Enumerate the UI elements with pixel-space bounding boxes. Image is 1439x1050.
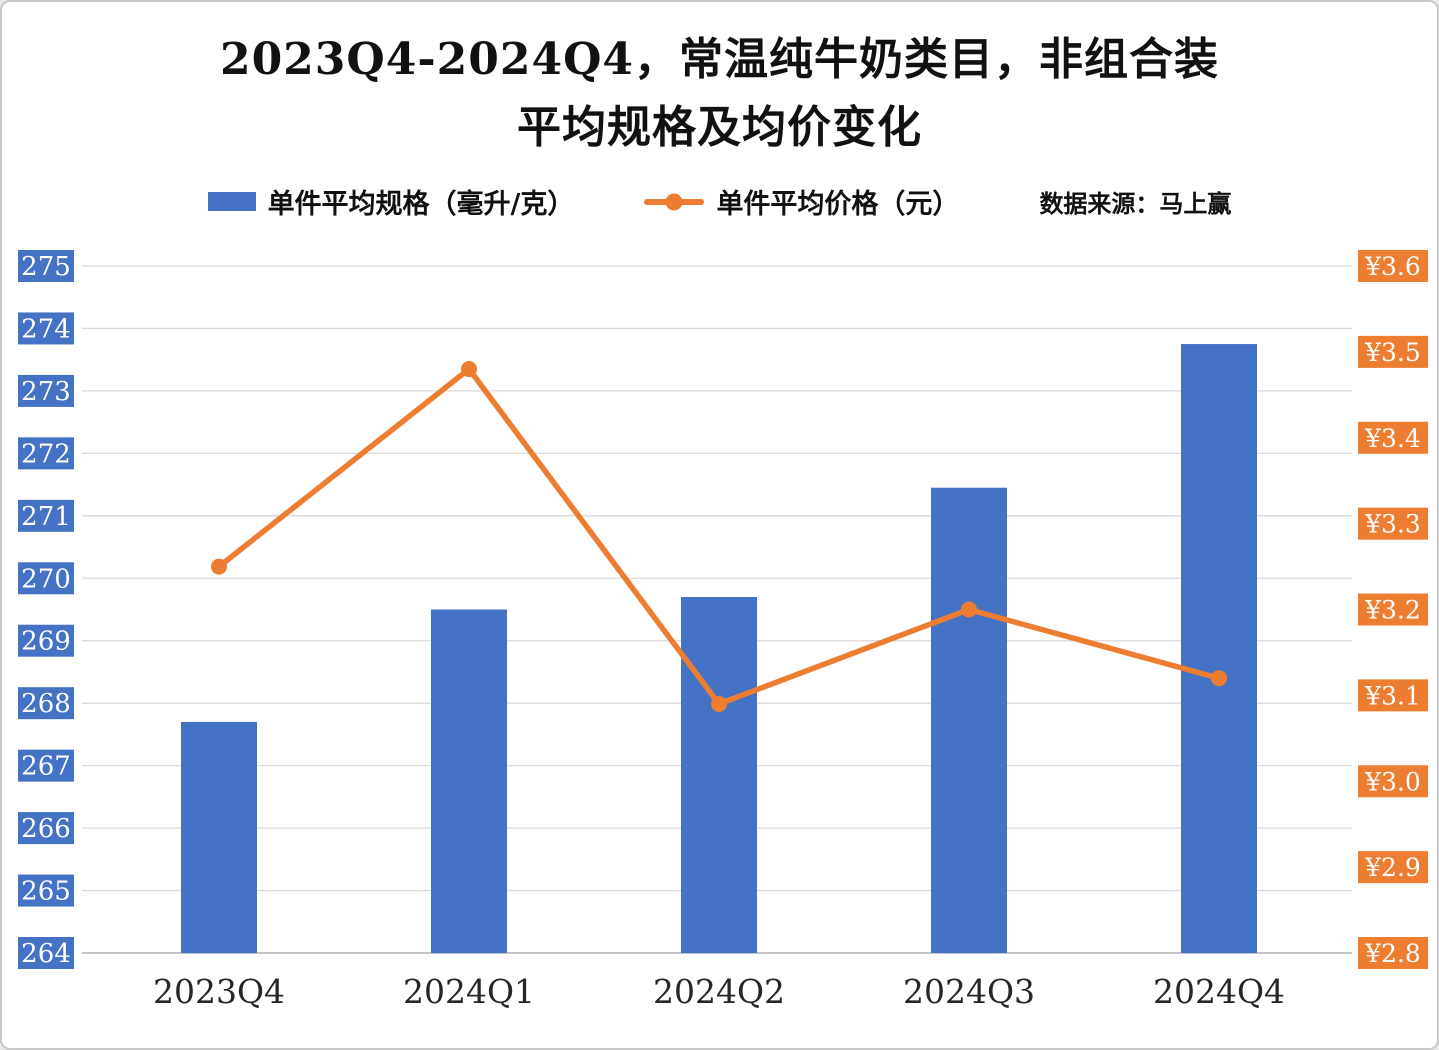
chart-title: 2023Q4-2024Q4，常温纯牛奶类目，非组合装 平均规格及均价变化 <box>2 2 1437 162</box>
left-axis-tick-box <box>18 500 74 533</box>
left-axis-tick-box <box>18 874 74 907</box>
left-axis-tick-label: 264 <box>21 939 71 969</box>
left-axis-tick-box <box>18 750 74 783</box>
x-axis-label: 2023Q4 <box>153 972 285 1011</box>
data-source: 数据来源：马上赢 <box>1039 189 1232 219</box>
x-axis-label: 2024Q3 <box>903 972 1035 1011</box>
right-axis-tick-label: ¥2.8 <box>1364 939 1421 968</box>
bar-series-swatch <box>207 192 256 212</box>
right-axis-tick-label: ¥3.3 <box>1364 510 1421 539</box>
left-axis-tick-box <box>18 812 74 845</box>
line-series-swatch <box>644 193 705 211</box>
right-axis-tick-box <box>1358 336 1428 369</box>
legend-item-spec: 单件平均规格（毫升/克） <box>207 182 575 221</box>
chart-title-line1: 2023Q4-2024Q4，常温纯牛奶类目，非组合装 <box>219 34 1220 85</box>
line-series-marker-icon <box>665 193 683 211</box>
left-axis-tick-box <box>18 937 74 970</box>
price-point-2024Q2 <box>711 696 727 713</box>
x-axis-label: 2024Q1 <box>403 972 535 1011</box>
right-axis-tick-label: ¥3.5 <box>1364 338 1421 367</box>
right-axis-tick-box <box>1358 593 1428 626</box>
combo-chart: 275 274 273 272 271 270 269 268 267 266 265 264 ¥3.6… <box>18 250 1428 1011</box>
left-axis-tick-label: 265 <box>21 877 71 907</box>
left-axis-tick-box <box>18 437 74 470</box>
bar-series-label: 单件平均规格（毫升/克） <box>267 189 575 221</box>
right-axis-tick-box <box>1358 765 1428 798</box>
bar-2024Q1 <box>431 609 507 954</box>
bar-2024Q4 <box>1181 344 1257 954</box>
left-axis-tick-box <box>18 625 74 658</box>
price-point-2024Q3 <box>961 601 977 618</box>
right-axis-tick-box <box>1358 250 1428 283</box>
legend-item-price: 单件平均价格（元） <box>644 182 959 221</box>
left-axis-tick-label: 274 <box>21 315 71 345</box>
price-point-2023Q4 <box>211 558 227 575</box>
left-axis-tick-box <box>18 250 74 283</box>
left-axis-tick-box <box>18 312 74 345</box>
right-axis-tick-label: ¥2.9 <box>1364 854 1421 883</box>
right-axis-tick-label: ¥3.2 <box>1364 596 1421 625</box>
right-axis-tick-box <box>1358 851 1428 884</box>
left-axis-tick-label: 269 <box>21 627 71 657</box>
left-axis-tick-label: 266 <box>21 814 71 844</box>
right-axis-tick-box <box>1358 937 1428 970</box>
left-axis-tick-box <box>18 375 74 408</box>
x-axis-label: 2024Q2 <box>653 972 785 1011</box>
left-axis-tick-label: 268 <box>21 690 71 720</box>
left-axis-tick-box <box>18 687 74 720</box>
legend: 单件平均规格（毫升/克） 单件平均价格（元） 数据来源：马上赢 <box>2 182 1437 221</box>
bar-2023Q4 <box>181 722 257 954</box>
right-axis-tick-label: ¥3.1 <box>1364 682 1421 711</box>
right-axis-tick-label: ¥3.0 <box>1364 768 1421 797</box>
chart-title-line2: 平均规格及均价变化 <box>517 102 922 154</box>
right-axis-tick-label: ¥3.6 <box>1364 252 1421 281</box>
bar-2024Q3 <box>931 488 1007 954</box>
left-axis-tick-box <box>18 562 74 595</box>
bar-2024Q2 <box>681 597 757 954</box>
left-axis-tick-label: 270 <box>21 565 71 595</box>
right-axis-tick-box <box>1358 422 1428 455</box>
x-axis-label: 2024Q4 <box>1153 972 1285 1011</box>
price-point-2024Q1 <box>461 361 477 378</box>
left-axis-tick-label: 267 <box>21 752 71 782</box>
line-series-label: 单件平均价格（元） <box>716 189 960 221</box>
price-point-2024Q4 <box>1211 670 1227 687</box>
left-axis-tick-label: 271 <box>21 502 71 532</box>
right-axis-tick-box <box>1358 508 1428 540</box>
right-axis-tick-label: ¥3.4 <box>1364 424 1421 453</box>
left-axis-tick-label: 273 <box>21 377 71 407</box>
right-axis-tick-box <box>1358 679 1428 712</box>
left-axis-tick-label: 272 <box>21 440 71 470</box>
left-axis-tick-label: 275 <box>21 252 71 282</box>
